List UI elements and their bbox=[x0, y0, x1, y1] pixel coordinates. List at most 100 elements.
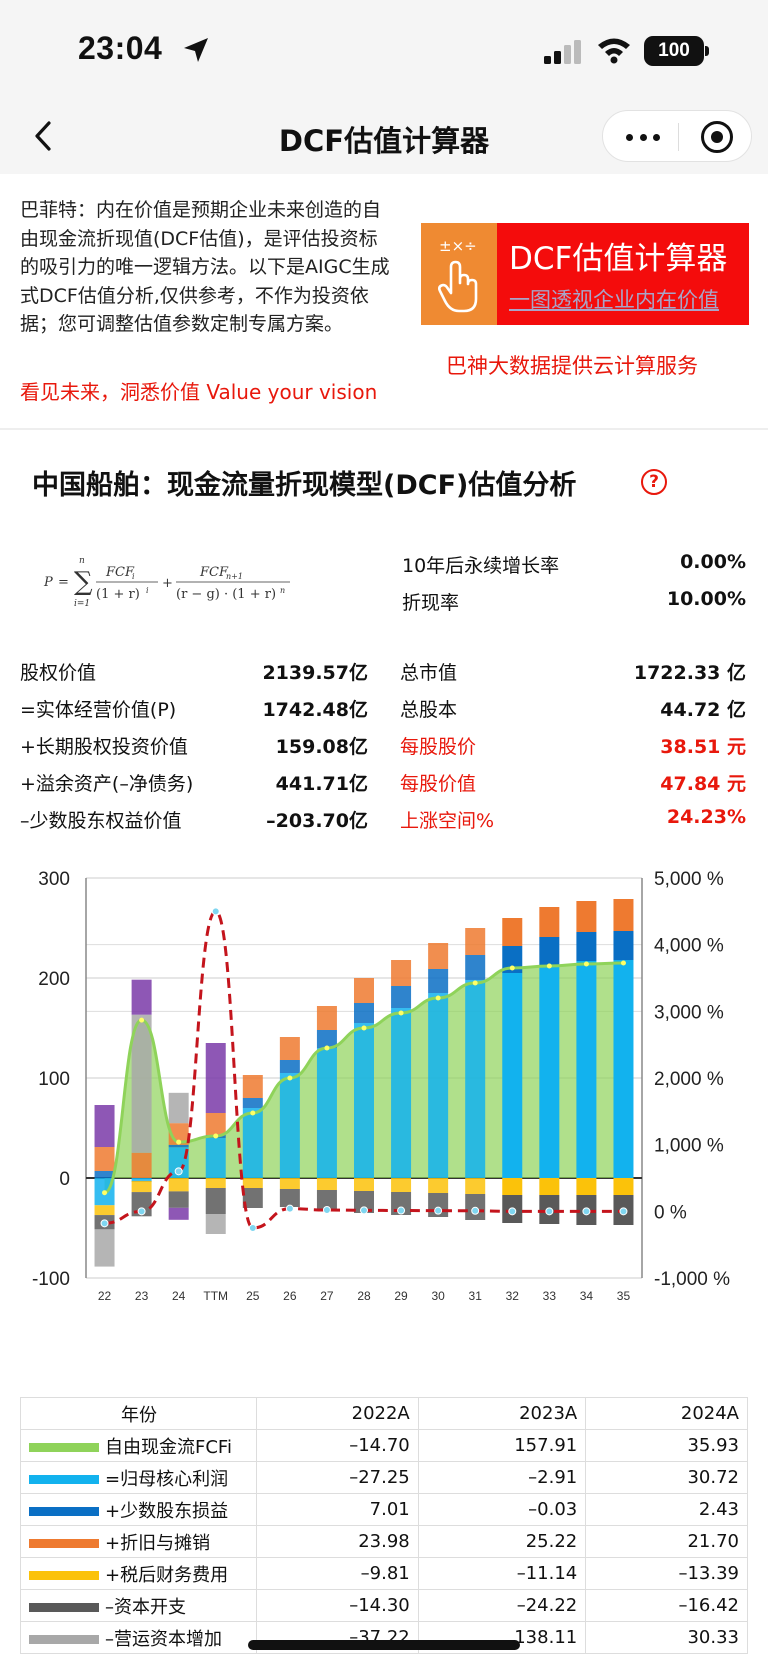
growth-point bbox=[211, 907, 220, 916]
bar-segment bbox=[316, 1006, 337, 1030]
bar-segment bbox=[242, 1178, 263, 1188]
bar-segment bbox=[168, 1207, 189, 1220]
row-label-text: +折旧与摊销 bbox=[105, 1532, 211, 1554]
bar-segment bbox=[168, 1092, 189, 1124]
table-row-label: =归母核心利润 bbox=[20, 1461, 257, 1494]
table-row: =归母核心利润 –27.25 –2.91 30.72 bbox=[20, 1461, 748, 1494]
share-price-label: 每股股价 bbox=[400, 736, 477, 758]
svg-text:∑: ∑ bbox=[74, 567, 93, 597]
table-row-label: +折旧与摊销 bbox=[20, 1525, 257, 1558]
growth-point bbox=[285, 1204, 294, 1213]
growth-point bbox=[471, 1206, 480, 1215]
table-cell: –16.42 bbox=[585, 1589, 748, 1622]
param-label-growth: 10年后永续增长率 bbox=[402, 555, 560, 577]
bar-segment bbox=[465, 955, 486, 980]
calculator-touch-icon: ±×÷ bbox=[421, 223, 497, 325]
table-cell: 35.93 bbox=[585, 1429, 748, 1462]
row-label-text: =归母核心利润 bbox=[105, 1468, 229, 1490]
svg-text:i: i bbox=[146, 586, 149, 595]
bar-segment bbox=[94, 1105, 115, 1148]
growth-point bbox=[397, 1206, 406, 1215]
banner-title: DCF估值计算器 bbox=[509, 241, 728, 277]
upside-value: 24.23% bbox=[666, 806, 746, 828]
surplus-assets-value: 441.71亿 bbox=[275, 773, 368, 795]
banner-ops: ±×÷ bbox=[439, 237, 477, 255]
help-icon[interactable]: ? bbox=[641, 469, 667, 495]
close-mini-program-icon[interactable] bbox=[701, 121, 733, 153]
growth-point bbox=[619, 1207, 628, 1216]
bar-segment bbox=[205, 1138, 226, 1178]
bar-segment bbox=[131, 1178, 152, 1181]
bar-segment bbox=[205, 1188, 226, 1214]
svg-text:n+1: n+1 bbox=[226, 572, 243, 581]
bar-segment bbox=[316, 1178, 337, 1190]
bar-segment bbox=[279, 1178, 300, 1189]
table-cell: –14.30 bbox=[256, 1589, 419, 1622]
bar-segment bbox=[205, 1043, 226, 1113]
bar-segment bbox=[391, 986, 412, 1008]
fcf-point bbox=[546, 963, 552, 969]
bar-segment bbox=[576, 901, 597, 932]
growth-point bbox=[100, 1219, 109, 1228]
row-label-text: +税后财务费用 bbox=[105, 1564, 229, 1586]
bar-segment bbox=[354, 978, 374, 1003]
svg-text:i=1: i=1 bbox=[74, 599, 90, 609]
legend-swatch bbox=[29, 1443, 99, 1452]
svg-text:(1 + r): (1 + r) bbox=[96, 587, 140, 602]
bar-segment bbox=[279, 1189, 300, 1207]
table-cell: 138.11 bbox=[417, 1621, 587, 1654]
bar-segment bbox=[428, 993, 449, 1178]
y2-tick-label: -1,000 % bbox=[654, 1269, 730, 1290]
back-chevron-icon[interactable] bbox=[26, 118, 62, 154]
fcf-point bbox=[213, 1133, 219, 1139]
growth-point bbox=[137, 1207, 146, 1216]
bar-segment bbox=[316, 1030, 337, 1048]
y2-tick-label: 0 % bbox=[654, 1202, 687, 1223]
growth-point bbox=[248, 1224, 257, 1232]
bar-segment bbox=[354, 1003, 374, 1023]
y2-tick-label: 3,000 % bbox=[654, 1002, 724, 1023]
table-cell: –14.70 bbox=[256, 1429, 419, 1462]
x-tick-label: 22 bbox=[98, 1289, 112, 1303]
bar-segment bbox=[131, 1180, 152, 1193]
bar-segment bbox=[539, 907, 560, 937]
row-label-text: –营运资本增加 bbox=[105, 1628, 222, 1650]
y-tick-label: -100 bbox=[32, 1269, 70, 1290]
table-cell: –9.81 bbox=[256, 1557, 419, 1590]
bar-segment bbox=[205, 1113, 226, 1135]
fcf-point bbox=[361, 1025, 367, 1031]
bar-segment bbox=[279, 1060, 300, 1073]
bar-segment bbox=[316, 1190, 337, 1211]
svg-text:P: P bbox=[43, 575, 53, 590]
table-cell: 25.22 bbox=[417, 1525, 587, 1558]
fcf-point bbox=[509, 965, 515, 971]
x-tick-label: 25 bbox=[246, 1289, 260, 1303]
table-cell: 157.91 bbox=[417, 1429, 587, 1462]
bar-segment bbox=[94, 1205, 115, 1216]
table-cell: 30.33 bbox=[585, 1621, 748, 1654]
dcf-calculator-banner[interactable]: ±×÷ DCF估值计算器 一图透视企业内在价值 bbox=[421, 223, 749, 325]
operating-value: 1742.48亿 bbox=[262, 699, 368, 721]
upside-label: 上涨空间% bbox=[400, 810, 495, 832]
table-header-row: 年份 2022A 2023A 2024A bbox=[20, 1397, 748, 1430]
param-value-growth[interactable]: 0.00% bbox=[680, 551, 746, 573]
svg-text:n: n bbox=[79, 556, 85, 566]
fcf-waterfall-chart: 300 200 100 0 -100 5,000 % 4,000 % 3,000 % 2,000… bbox=[32, 869, 730, 1303]
signal-icon bbox=[544, 40, 581, 64]
more-icon[interactable] bbox=[623, 124, 663, 150]
bar-segment bbox=[168, 1144, 189, 1148]
y-tick-label: 0 bbox=[59, 1169, 70, 1190]
section-divider bbox=[0, 428, 768, 430]
location-arrow-icon bbox=[184, 38, 208, 62]
growth-line bbox=[104, 909, 624, 1230]
bar-segment bbox=[502, 946, 523, 973]
param-value-discount[interactable]: 10.00% bbox=[666, 588, 746, 610]
bar-segment bbox=[428, 1178, 449, 1193]
fcf-point bbox=[435, 995, 441, 1001]
total-shares-label: 总股本 bbox=[400, 699, 458, 721]
x-tick-label: 26 bbox=[283, 1289, 297, 1303]
x-tick-label: 31 bbox=[469, 1289, 483, 1303]
x-tick-label: 23 bbox=[135, 1289, 149, 1303]
bar-segment bbox=[168, 1191, 189, 1208]
